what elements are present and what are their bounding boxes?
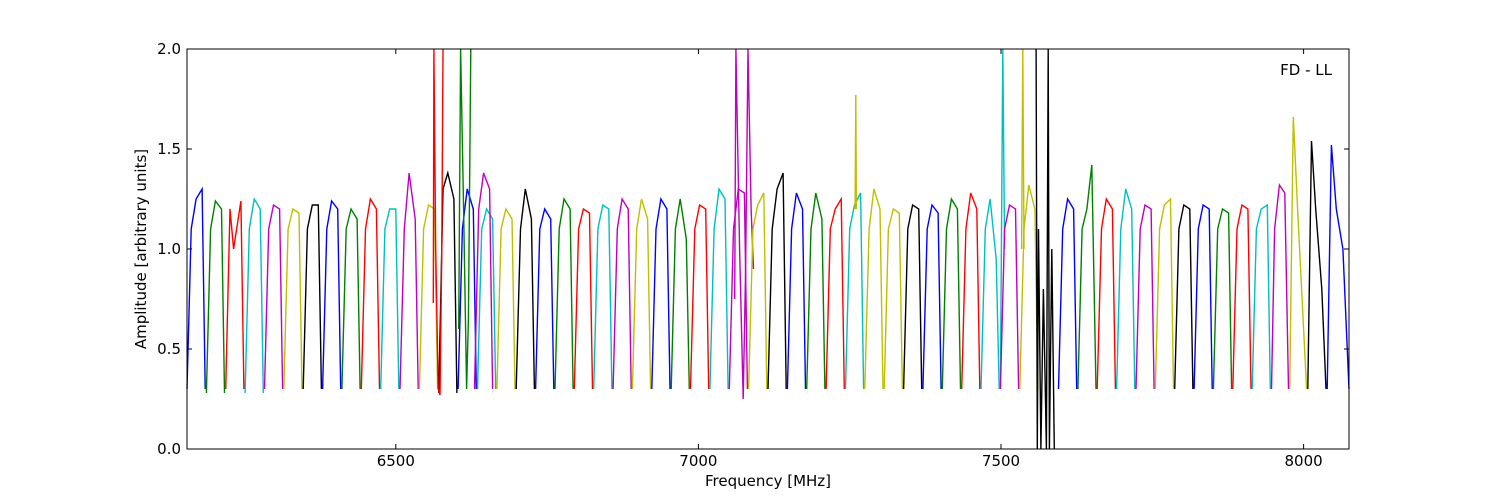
series-line-52 <box>1057 197 1078 390</box>
series-line-23 <box>573 207 594 390</box>
series-line-41 <box>883 207 904 390</box>
series-line-33 <box>747 192 768 390</box>
series-line-63 <box>1270 183 1290 390</box>
series-line-56 <box>1135 203 1155 390</box>
series-line-51 <box>1035 48 1055 450</box>
series-line-26 <box>631 198 652 390</box>
series-line-16 <box>476 207 497 390</box>
series-line-60 <box>1212 207 1233 390</box>
series-line-21 <box>534 207 555 390</box>
y-tick-label: 2.0 <box>157 40 181 58</box>
y-tick-label: 0.5 <box>157 340 181 358</box>
y-tick-label: 0.0 <box>157 440 181 458</box>
series-line-42 <box>902 203 923 390</box>
series-line-44 <box>941 197 962 390</box>
series-line-65 <box>1307 140 1327 390</box>
series-line-22 <box>554 197 574 390</box>
y-axis-label: Amplitude [arbitrary units] <box>132 149 150 349</box>
series-line-58 <box>1174 203 1194 390</box>
series-line-53 <box>1077 164 1097 390</box>
series-line-4 <box>263 203 284 390</box>
series-line-29 <box>689 203 710 390</box>
series-line-36 <box>806 192 826 390</box>
series-line-45 <box>961 192 981 390</box>
series-line-15 <box>457 188 477 390</box>
series-line-32 <box>728 187 749 390</box>
series-line-38 <box>844 192 865 390</box>
series-line-30 <box>709 186 729 390</box>
series-line-50 <box>1020 48 1025 250</box>
series-line-8 <box>341 207 361 390</box>
series-line-57 <box>1154 197 1175 390</box>
x-tick-label: 8000 <box>1285 452 1323 470</box>
series-line-9 <box>360 197 381 390</box>
series-line-3 <box>244 197 264 394</box>
series-line-6 <box>302 204 323 390</box>
series-line-20 <box>515 188 536 390</box>
series-line-19 <box>496 207 516 390</box>
series-line-31 <box>734 48 755 400</box>
series-line-64 <box>1289 116 1308 390</box>
y-tick-label: 1.0 <box>157 240 181 258</box>
series-line-28 <box>670 198 690 390</box>
series-line-49 <box>1019 184 1039 390</box>
series-line-40 <box>864 188 884 390</box>
series-line-37 <box>825 196 845 390</box>
series-line-54 <box>1096 197 1117 390</box>
series-line-66 <box>1326 144 1350 390</box>
series-line-1 <box>205 199 226 394</box>
series-line-46 <box>980 198 1000 390</box>
series-line-43 <box>922 203 942 390</box>
series-line-25 <box>612 197 632 390</box>
x-axis-label: Frequency [MHz] <box>705 472 831 490</box>
series-line-2 <box>225 200 245 390</box>
y-axis-ticks: 0.0 0.5 1.0 1.5 2.0 <box>157 40 1349 458</box>
series-line-7 <box>321 199 342 390</box>
series-line-34 <box>767 172 787 390</box>
series-line-27 <box>651 197 671 390</box>
series-line-24 <box>593 203 613 390</box>
series-line-35 <box>786 192 807 390</box>
x-axis-ticks: 6500 7000 7500 8000 <box>377 49 1323 470</box>
series-line-59 <box>1193 203 1213 390</box>
series-line-62 <box>1251 203 1271 390</box>
y-tick-label: 1.5 <box>157 140 181 158</box>
series-line-5 <box>283 207 303 390</box>
x-tick-label: 7500 <box>982 452 1020 470</box>
series-line-11 <box>399 172 419 390</box>
series-line-17 <box>458 48 472 390</box>
series-line-48 <box>999 203 1020 390</box>
series-line-0 <box>186 186 206 390</box>
series-line-10 <box>380 208 400 390</box>
series-line-55 <box>1115 188 1136 390</box>
x-tick-label: 7000 <box>679 452 717 470</box>
series-layer <box>186 48 1350 450</box>
x-tick-label: 6500 <box>377 452 415 470</box>
series-line-18 <box>473 172 494 390</box>
series-line-39 <box>854 94 858 210</box>
series-line-47 <box>999 48 1006 390</box>
series-line-61 <box>1232 203 1252 390</box>
annotation-label: FD - LL <box>1280 61 1332 79</box>
